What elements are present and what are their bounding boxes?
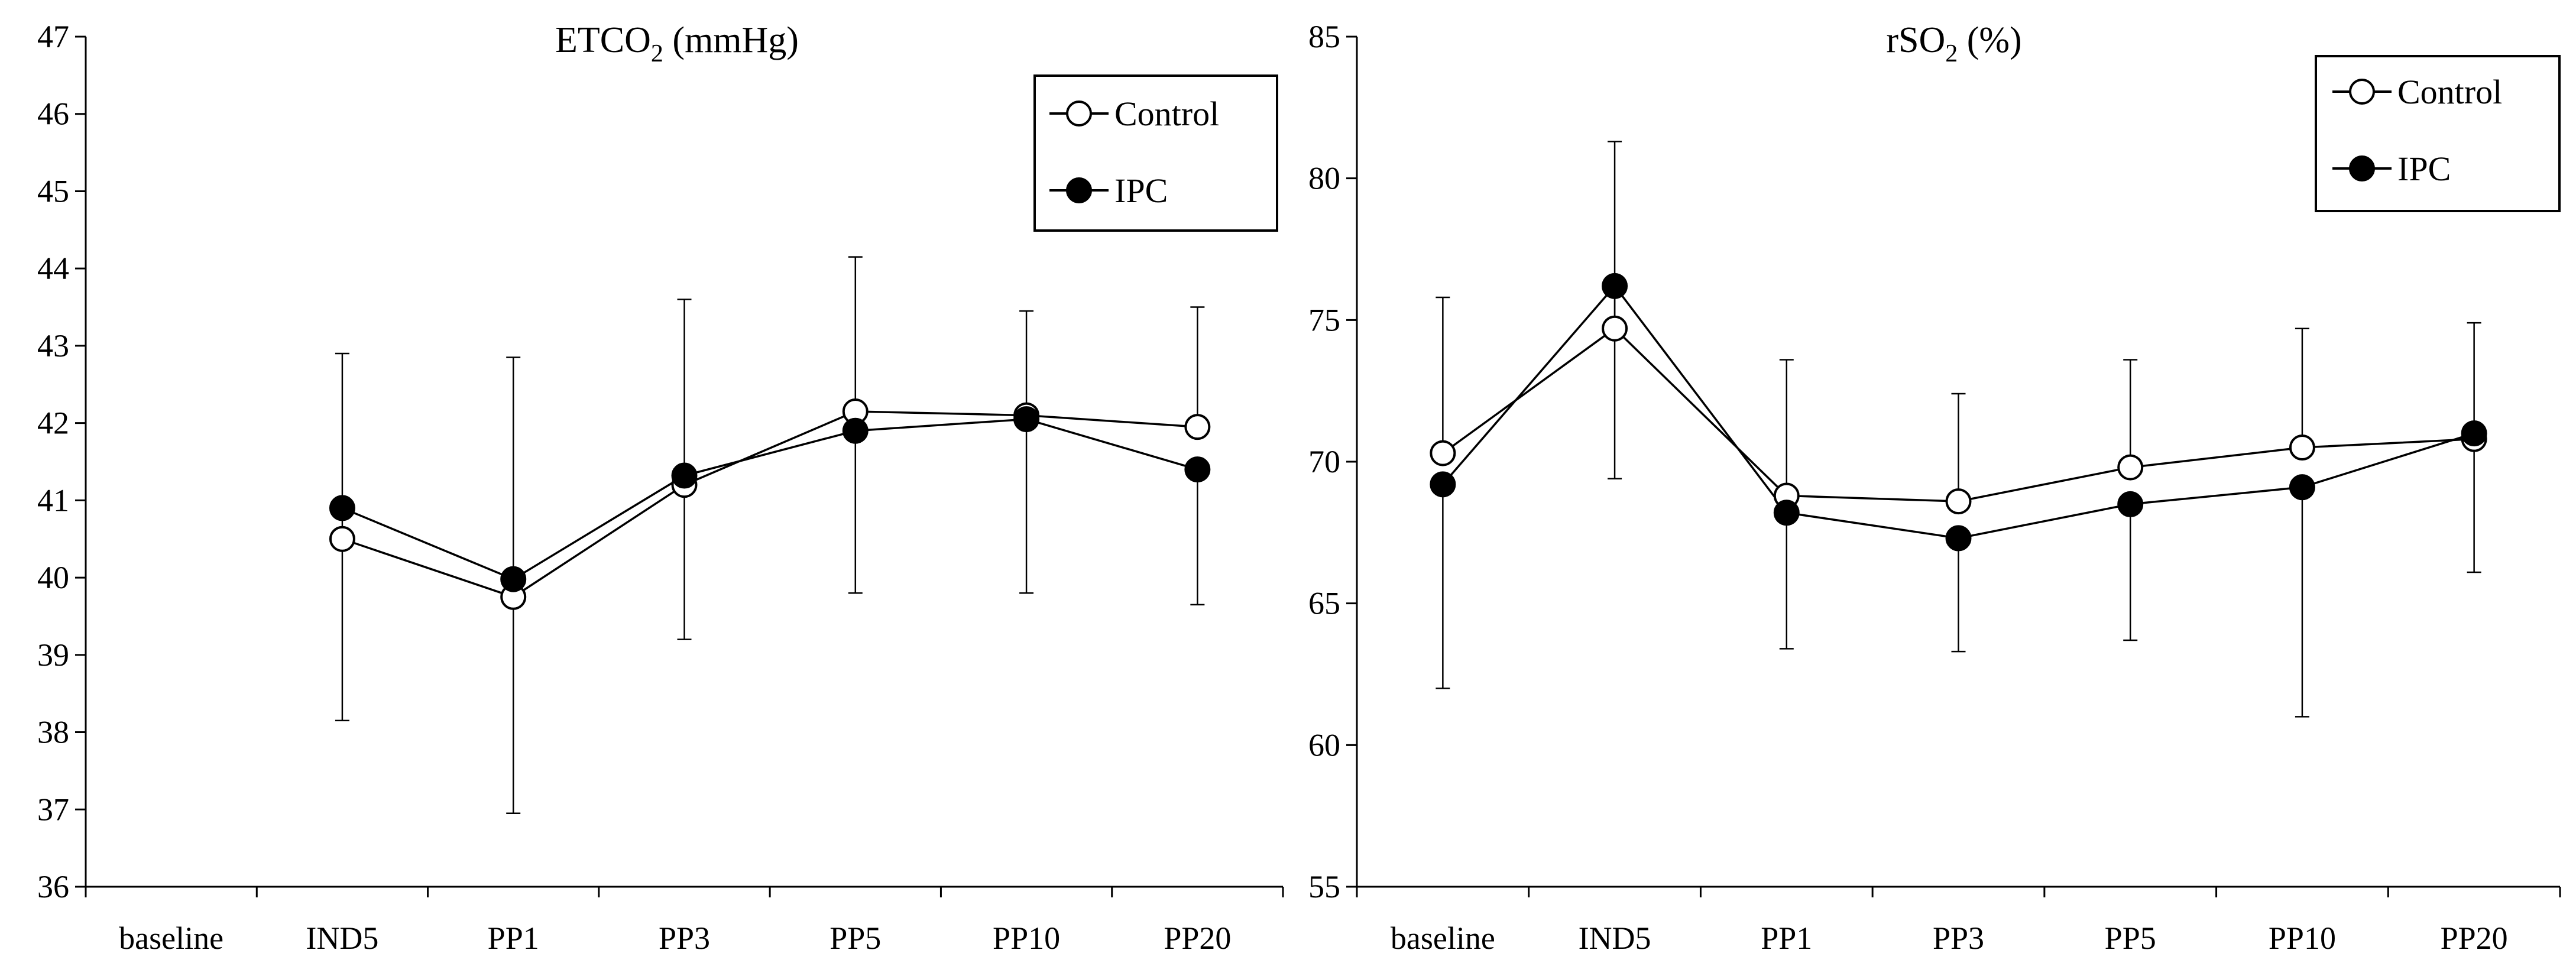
y-tick-label: 45 <box>37 173 69 209</box>
legend-label-control: Control <box>1114 95 1219 133</box>
data-point-ipc <box>1430 471 1456 498</box>
x-tick-label: PP10 <box>993 920 1060 956</box>
y-tick-label: 80 <box>1308 161 1340 196</box>
x-tick-label: PP1 <box>1761 920 1812 956</box>
x-tick-label: baseline <box>119 920 223 956</box>
data-point-control <box>2117 454 2144 481</box>
y-tick-label: 46 <box>37 96 69 132</box>
x-tick-label: baseline <box>1391 920 1495 956</box>
y-tick-label: 60 <box>1308 727 1340 763</box>
rso2-chart: rSO2 (%) 55 60 65 70 75 80 85 baseline IND5 PP1 PP… <box>1308 19 2561 956</box>
legend-marker-control <box>1066 100 1092 127</box>
data-point-ipc <box>1945 525 1972 552</box>
etco2-plot-area: 36 37 38 39 40 41 42 43 44 45 46 47 baseline IND5 PP1 P… <box>37 19 1284 956</box>
y-tick-label: 39 <box>37 637 69 673</box>
x-tick-label: PP10 <box>2269 920 2336 956</box>
x-tick-label: IND5 <box>1579 920 1651 956</box>
legend-label-ipc: IPC <box>1114 171 1168 210</box>
y-tick-label: 36 <box>37 869 69 904</box>
data-point-ipc <box>1602 273 1628 299</box>
legend-label-ipc: IPC <box>2397 150 2451 188</box>
legend-label-control: Control <box>2397 73 2502 111</box>
y-tick-label: 85 <box>1308 19 1340 54</box>
data-point-control <box>1184 414 1211 440</box>
x-tick-label: PP5 <box>829 920 881 956</box>
data-point-control <box>329 526 355 552</box>
y-tick-label: 41 <box>37 482 69 518</box>
legend-marker-control <box>2349 79 2375 105</box>
legend-marker-ipc <box>2349 155 2375 181</box>
series-line-ipc <box>342 418 1198 581</box>
x-tick-label: PP20 <box>1164 920 1231 956</box>
data-point-ipc <box>2289 474 2315 501</box>
y-tick-label: 44 <box>37 251 69 286</box>
data-point-ipc <box>2461 420 2487 447</box>
y-tick-label: 70 <box>1308 444 1340 479</box>
y-tick-label: 37 <box>37 792 69 827</box>
y-tick-label: 42 <box>37 406 69 441</box>
y-tick-label: 47 <box>37 19 69 54</box>
legend: Control IPC <box>2315 55 2561 212</box>
data-point-control <box>1430 440 1456 466</box>
x-tick-label: PP5 <box>2105 920 2156 956</box>
y-tick-label: 65 <box>1308 586 1340 621</box>
x-tick-label: PP3 <box>659 920 710 956</box>
chart-title: rSO2 (%) <box>1886 20 2021 67</box>
data-point-ipc <box>329 495 355 521</box>
data-point-ipc <box>1184 456 1211 483</box>
legend-marker-ipc <box>1066 177 1092 203</box>
x-tick-label: PP3 <box>1933 920 1984 956</box>
y-tick-label: 75 <box>1308 302 1340 338</box>
data-point-ipc <box>842 417 869 444</box>
data-point-control <box>2289 435 2315 461</box>
x-tick-label: PP20 <box>2441 920 2508 956</box>
etco2-chart: ETCO2 (mmHg) 36 37 38 39 40 41 42 43 44 45 46 47 bas… <box>37 19 1284 956</box>
data-point-ipc <box>500 566 527 592</box>
x-tick-label: IND5 <box>306 920 378 956</box>
data-point-ipc <box>1773 500 1800 526</box>
y-tick-label: 43 <box>37 328 69 364</box>
rso2-plot-area: 55 60 65 70 75 80 85 baseline IND5 PP1 PP3 PP5 PP10 P… <box>1308 19 2561 956</box>
x-tick-label: PP1 <box>488 920 539 956</box>
series-line-control <box>342 410 1198 598</box>
chart-title: ETCO2 (mmHg) <box>555 20 799 67</box>
data-point-control <box>1945 488 1972 515</box>
y-tick-label: 55 <box>1308 869 1340 904</box>
data-point-control <box>1602 315 1628 342</box>
y-tick-label: 38 <box>37 715 69 750</box>
data-point-ipc <box>1013 406 1040 433</box>
y-tick-label: 40 <box>37 560 69 595</box>
data-point-ipc <box>671 462 698 489</box>
data-point-ipc <box>2117 491 2144 517</box>
legend: Control IPC <box>1033 74 1278 232</box>
